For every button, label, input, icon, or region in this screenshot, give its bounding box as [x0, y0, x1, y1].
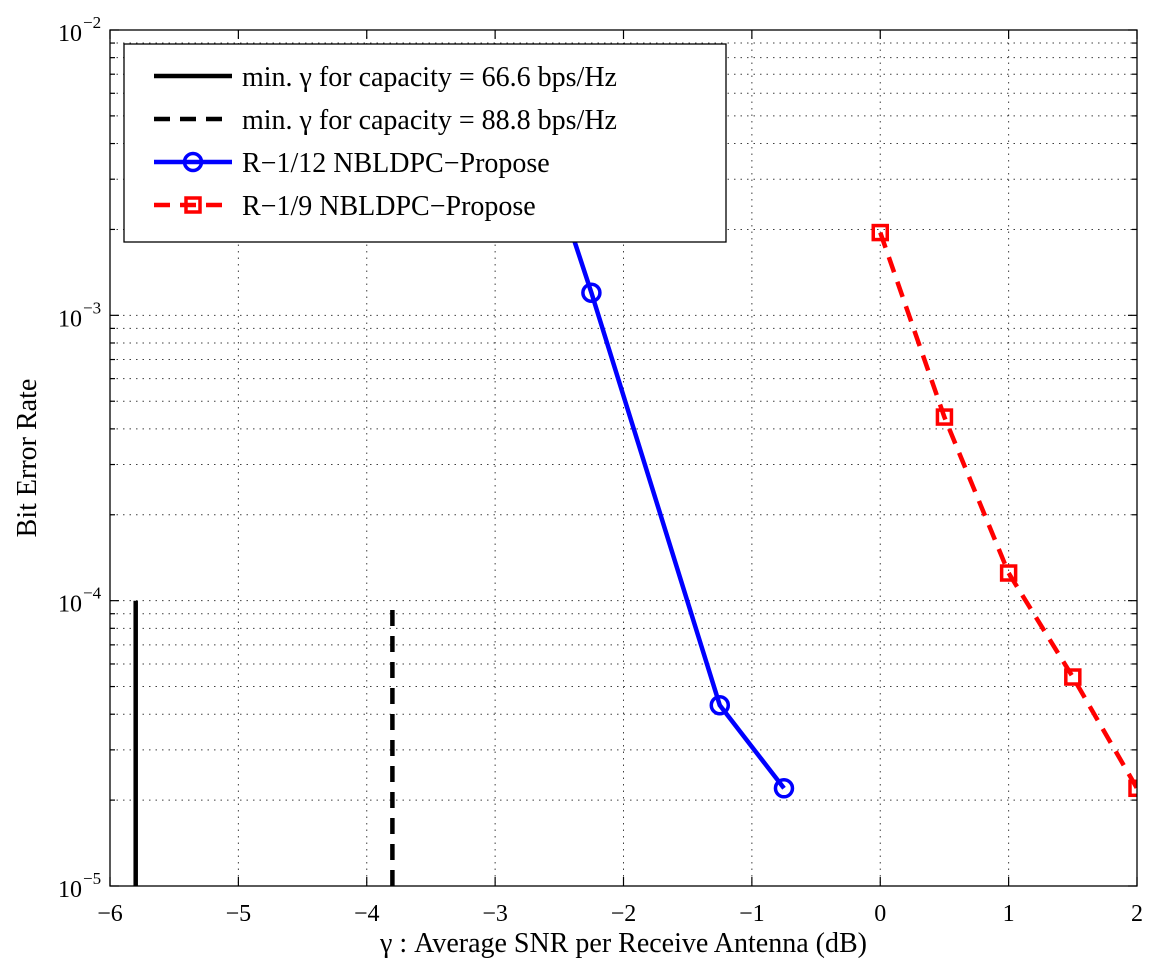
- x-tick-label: 0: [874, 901, 886, 927]
- x-tick-label: −5: [226, 901, 252, 927]
- y-tick-exponent: −5: [83, 869, 101, 888]
- x-tick-label: 1: [1003, 901, 1015, 927]
- legend-marker: [184, 196, 202, 214]
- x-tick-label: −2: [611, 901, 637, 927]
- data-point: [1064, 668, 1082, 686]
- y-tick-exponent: −2: [83, 13, 101, 32]
- data-point: [871, 223, 889, 242]
- data-point: [935, 408, 954, 426]
- x-tick-label: 2: [1131, 901, 1143, 927]
- x-tick-label: −1: [739, 901, 765, 927]
- x-tick-label: −4: [354, 901, 380, 927]
- tick-labels: −6 −5 −4 −3 −2 −1 0 1 210−510−410−310−2: [58, 13, 1143, 927]
- y-tick-label: 10: [58, 592, 82, 618]
- data-point: [581, 282, 602, 303]
- axis-ticks: [109, 29, 1138, 887]
- x-tick-label: −3: [482, 901, 508, 927]
- y-tick-exponent: −4: [83, 584, 102, 603]
- data-point: [1128, 779, 1137, 798]
- data-point: [773, 778, 795, 799]
- legend-label: min. γ for capacity = 66.6 bps/Hz: [242, 62, 617, 93]
- x-tick-label: −6: [97, 901, 123, 927]
- x-axis-label: γ : Average SNR per Receive Antenna (dB): [379, 928, 867, 959]
- legend-marker: [182, 151, 204, 173]
- y-axis-label: Bit Error Rate: [12, 379, 43, 538]
- legend: min. γ for capacity = 66.6 bps/Hz min. γ …: [123, 43, 727, 243]
- y-tick-exponent: −3: [83, 298, 101, 317]
- y-tick-label: 10: [58, 306, 82, 332]
- data-point: [999, 564, 1018, 582]
- data-point: [709, 695, 731, 716]
- legend-label: min. γ for capacity = 88.8 bps/Hz: [242, 105, 617, 136]
- legend-label: R−1/9 NBLDPC−Propose: [242, 191, 536, 222]
- series-line-3: [878, 231, 1137, 790]
- y-tick-label: 10: [58, 877, 82, 903]
- y-tick-label: 10: [58, 21, 82, 47]
- legend-label: R−1/12 NBLDPC−Propose: [242, 148, 550, 179]
